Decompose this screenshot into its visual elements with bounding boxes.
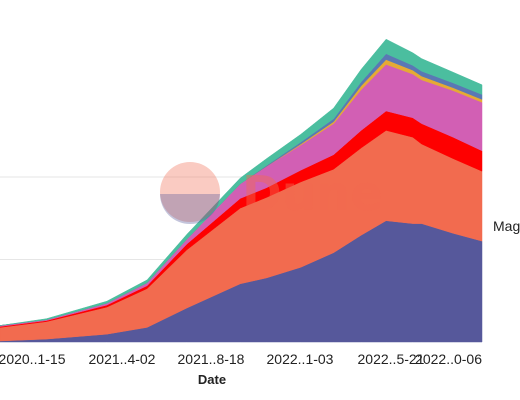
x-tick-label: 2021..4-02: [89, 351, 156, 367]
watermark-text: Dune: [242, 166, 383, 222]
x-tick-label: 2022..5-21: [358, 351, 425, 367]
legend-entry[interactable]: Mag: [493, 218, 520, 234]
dune-logo-icon: [160, 162, 220, 222]
series-areas: [0, 38, 483, 343]
x-tick-label: 2020..1-15: [0, 351, 66, 367]
dune-logo-shade: [160, 194, 220, 224]
dune-watermark: Dune: [160, 162, 383, 224]
area-series-7[interactable]: [0, 38, 483, 326]
x-tick-label: 2022..0-06: [415, 351, 482, 367]
x-tick-label: 2021..8-18: [178, 351, 245, 367]
x-axis-label: Date: [198, 372, 226, 387]
x-axis-ticks: 2020..1-15 2021..4-02 2021..8-18 2022..1-03…: [0, 351, 482, 367]
x-tick-label: 2022..1-03: [267, 351, 334, 367]
